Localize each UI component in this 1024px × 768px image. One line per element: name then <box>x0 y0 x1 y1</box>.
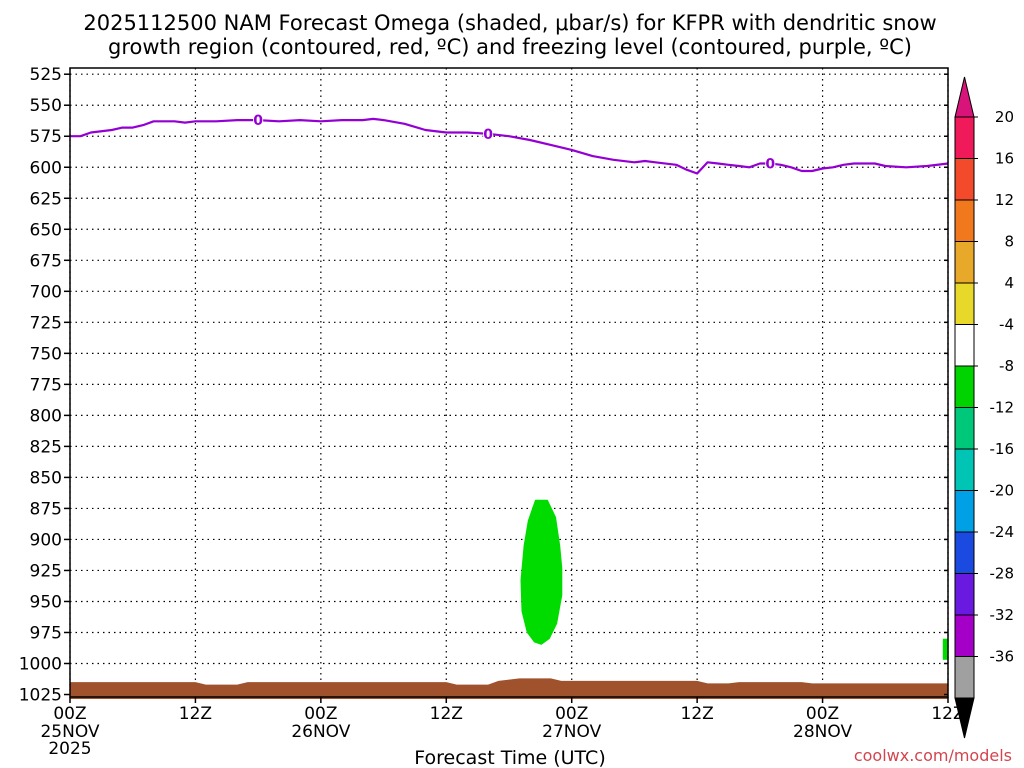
y-tick-label: 725 <box>30 313 62 333</box>
x-tick-label-date: 26NOV <box>291 722 350 742</box>
credit-text: coolwx.com/models <box>854 746 1012 765</box>
colorbar-label: -16 <box>990 440 1015 458</box>
colorbar-swatch <box>954 199 975 242</box>
y-tick-label: 625 <box>30 189 62 209</box>
x-tick-label-time: 00Z <box>304 704 337 724</box>
y-tick-label: 775 <box>30 375 62 395</box>
colorbar-label: -20 <box>990 482 1015 500</box>
colorbar-top-arrow <box>954 76 975 118</box>
y-tick-label: 875 <box>30 499 62 519</box>
y-tick-label: 975 <box>30 623 62 643</box>
colorbar-swatch <box>954 158 975 201</box>
colorbar-swatch <box>954 241 975 284</box>
x-tick-label-year: 2025 <box>48 739 91 759</box>
colorbar-swatch <box>954 407 975 450</box>
y-tick-label: 600 <box>30 158 62 178</box>
y-tick-label: 575 <box>30 127 62 147</box>
y-tick-label: 550 <box>30 96 62 116</box>
y-tick-label: 1025 <box>19 686 62 706</box>
colorbar-label: -28 <box>990 565 1015 583</box>
colorbar-label: -4 <box>999 316 1014 334</box>
contour-label: 0 <box>483 127 493 143</box>
colorbar-swatch <box>954 365 975 408</box>
omega-area <box>520 499 563 645</box>
colorbar-label: -8 <box>999 357 1014 375</box>
colorbar-swatch <box>954 614 975 657</box>
terrain <box>70 678 948 699</box>
colorbar-label: 16 <box>995 150 1014 168</box>
colorbar-label: 8 <box>1004 233 1014 251</box>
colorbar-label: -24 <box>990 523 1015 541</box>
colorbar-swatch <box>954 573 975 616</box>
colorbar-bottom-arrow <box>954 697 975 739</box>
colorbar-swatch <box>954 324 975 367</box>
y-tick-label: 650 <box>30 220 62 240</box>
contour-label-bg <box>483 125 494 142</box>
plot-border <box>69 67 949 698</box>
contour-label-bg <box>253 112 264 129</box>
plot-background <box>70 68 948 697</box>
y-tick-label: 800 <box>30 406 62 426</box>
freezing-level-contour: 0 0 0 <box>70 112 949 175</box>
colorbar-label: 4 <box>1004 274 1014 292</box>
y-tick-label: 900 <box>30 530 62 550</box>
colorbar-swatch <box>954 116 975 159</box>
colorbar-label: 20 <box>995 108 1014 126</box>
contour-label: 0 <box>253 113 263 129</box>
x-tick-label-time: 12Z <box>430 704 463 724</box>
x-tick-label-date: 27NOV <box>542 722 601 742</box>
x-tick-label-date: 25NOV <box>40 722 99 742</box>
chart-title-line1: 2025112500 NAM Forecast Omega (shaded, μ… <box>83 11 936 35</box>
chart-title-line2: growth region (contoured, red, ºC) and f… <box>108 35 912 59</box>
x-tick-label-time: 12Z <box>931 704 964 724</box>
y-tick-label: 525 <box>30 65 62 85</box>
y-tick-label: 750 <box>30 344 62 364</box>
colorbar-label: -12 <box>990 399 1015 417</box>
colorbar-label: 12 <box>995 191 1014 209</box>
y-tick-label: 925 <box>30 561 62 581</box>
colorbar-swatch <box>954 656 975 699</box>
colorbar-label: -36 <box>990 648 1015 666</box>
x-tick-label-time: 00Z <box>806 704 839 724</box>
x-axis-title: Forecast Time (UTC) <box>414 747 605 768</box>
colorbar-swatch <box>954 448 975 491</box>
x-tick-label-date: 28NOV <box>793 722 852 742</box>
colorbar-swatch <box>954 282 975 325</box>
x-tick-label-time: 00Z <box>555 704 588 724</box>
colorbar-label: -32 <box>990 606 1015 624</box>
y-tick-label: 825 <box>30 437 62 457</box>
x-tick-label-time: 00Z <box>53 704 86 724</box>
colorbar-swatch <box>954 531 975 574</box>
y-tick-label: 1000 <box>19 655 62 675</box>
omega-shading <box>520 499 948 660</box>
y-tick-label: 950 <box>30 592 62 612</box>
x-tick-label-time: 12Z <box>681 704 714 724</box>
y-tick-label: 850 <box>30 468 62 488</box>
omega-area <box>942 638 948 660</box>
y-axis-ticks: 525 550 575 600 625 650 675 700 725 750 775 800 825 8… <box>19 65 948 706</box>
freezing-level-line <box>70 117 949 175</box>
contour-label-bg <box>765 155 776 172</box>
y-tick-label: 700 <box>30 282 62 302</box>
plot-frame <box>69 67 949 698</box>
plot-area <box>70 68 948 697</box>
contour-label: 0 <box>765 157 775 173</box>
colorbar-swatch <box>954 490 975 533</box>
y-tick-label: 675 <box>30 251 62 271</box>
gridlines <box>69 68 949 697</box>
colorbar: 20 16 12 8 4 -4 -8 -12 -16 -20 -24 -28 -32 -36 <box>954 76 1015 739</box>
x-tick-label-time: 12Z <box>179 704 212 724</box>
terrain-area <box>70 678 948 699</box>
